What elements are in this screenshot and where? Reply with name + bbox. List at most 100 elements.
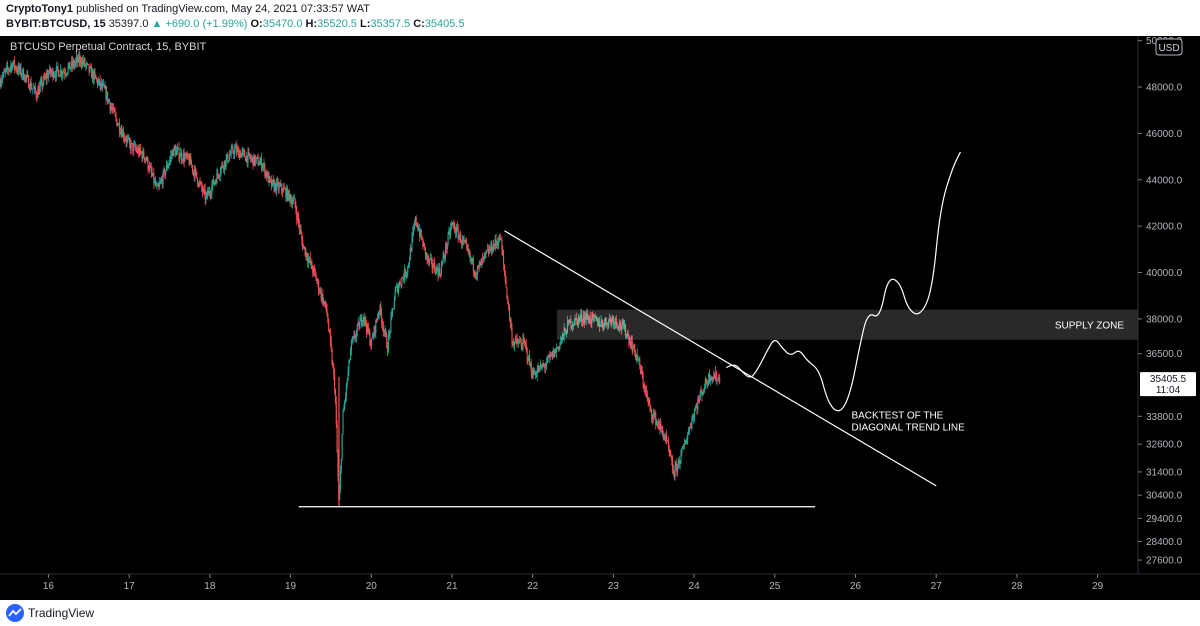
- candle-body: [592, 314, 595, 318]
- candle-body: [502, 249, 504, 256]
- last-price: 35397.0: [108, 18, 149, 30]
- candle-body: [77, 55, 79, 63]
- candle-body: [416, 223, 418, 227]
- candle-body: [383, 331, 385, 333]
- candle-body: [160, 181, 162, 183]
- candle-body: [181, 152, 183, 160]
- candle-body: [499, 234, 501, 241]
- candle-body: [59, 76, 61, 77]
- candle-body: [451, 222, 453, 225]
- candle-body: [70, 60, 73, 68]
- candle-body: [88, 64, 90, 72]
- candle-body: [705, 378, 707, 384]
- candle-body: [559, 343, 561, 349]
- author-name[interactable]: CryptoTony1: [6, 3, 74, 15]
- chart-area[interactable]: SUPPLY ZONE BACKTEST OF THE DIAGONAL TRE…: [0, 36, 1200, 600]
- candle-body: [619, 322, 622, 328]
- candle-body: [682, 446, 685, 448]
- candle-body: [133, 144, 136, 146]
- candle-body: [307, 258, 309, 263]
- candle-body: [714, 375, 716, 379]
- price-chart[interactable]: SUPPLY ZONE BACKTEST OF THE DIAGONAL TRE…: [0, 36, 1200, 600]
- candle-body: [648, 401, 650, 405]
- candle-body: [392, 309, 394, 312]
- candle-body: [450, 227, 452, 235]
- price-tick-label: 40000.0: [1146, 268, 1183, 279]
- candle-body: [598, 321, 600, 327]
- candle-body: [56, 66, 58, 68]
- candle-body: [445, 245, 447, 257]
- candle-body: [378, 311, 380, 314]
- candle-body: [117, 124, 119, 126]
- candle-body: [299, 229, 301, 231]
- candle-body: [688, 430, 690, 434]
- candle-body: [282, 187, 284, 193]
- candle-body: [313, 267, 315, 271]
- candle-body: [191, 165, 194, 172]
- candle-body: [45, 75, 47, 80]
- candle-body: [664, 437, 666, 439]
- candle-body: [241, 151, 243, 154]
- candle-body: [121, 130, 123, 137]
- time-tick-label: 24: [689, 581, 701, 592]
- candle-body: [601, 320, 603, 324]
- candle-body: [523, 338, 525, 341]
- candle-body: [485, 252, 487, 254]
- candle-body: [5, 68, 7, 72]
- candle-body: [556, 348, 558, 350]
- candle-body: [661, 427, 664, 434]
- candle-body: [10, 64, 12, 68]
- candle-body: [439, 267, 441, 275]
- candle-body: [192, 170, 194, 172]
- candle-body: [342, 412, 344, 435]
- candle-body: [626, 333, 628, 336]
- candle-body: [462, 238, 464, 242]
- candle-body: [594, 315, 596, 318]
- candle-body: [134, 144, 136, 149]
- candle-body: [212, 179, 215, 185]
- candle-body: [140, 151, 142, 153]
- candle-body: [40, 80, 42, 83]
- tradingview-logo-icon[interactable]: [6, 604, 24, 622]
- candle-body: [101, 82, 103, 88]
- candle-body: [716, 380, 718, 382]
- candle-body: [362, 316, 364, 323]
- candle-body: [265, 171, 267, 176]
- time-tick-label: 21: [446, 581, 458, 592]
- symbol[interactable]: BYBIT:BTCUSD, 15: [6, 18, 106, 30]
- candle-body: [372, 336, 374, 338]
- publish-info: published on TradingView.com, May 24, 20…: [76, 3, 371, 15]
- candle-body: [147, 157, 149, 169]
- time-tick-label: 19: [285, 581, 297, 592]
- candle-body: [1, 76, 4, 80]
- candle-body: [373, 326, 375, 337]
- candle-body: [165, 164, 168, 171]
- candle-body: [400, 284, 402, 286]
- time-tick-label: 25: [769, 581, 781, 592]
- tradingview-brand[interactable]: TradingView: [28, 606, 95, 620]
- price-tick-label: 32600.0: [1146, 440, 1183, 451]
- currency-label[interactable]: USD: [1158, 43, 1179, 54]
- candle-body: [376, 319, 378, 321]
- candle-body: [344, 401, 346, 408]
- candle-body: [536, 370, 538, 376]
- candle-body: [424, 246, 426, 256]
- candle-body: [397, 286, 400, 293]
- candle-body: [186, 154, 189, 157]
- candle-body: [33, 86, 36, 89]
- high-value: 35520.5: [317, 18, 357, 30]
- high-label: H:: [305, 18, 318, 30]
- candle-body: [589, 316, 591, 323]
- candle-body: [333, 366, 335, 374]
- candle-body: [672, 469, 674, 474]
- time-axis[interactable]: [0, 574, 1200, 600]
- candle-body: [260, 158, 262, 162]
- candle-body: [592, 314, 594, 315]
- candle-body: [503, 255, 505, 265]
- candle-body: [137, 148, 139, 153]
- candle-body: [91, 67, 93, 79]
- candle-body: [274, 183, 276, 191]
- price-axis[interactable]: [1138, 36, 1200, 574]
- currency-button[interactable]: [1155, 38, 1183, 56]
- candle-body: [271, 179, 273, 187]
